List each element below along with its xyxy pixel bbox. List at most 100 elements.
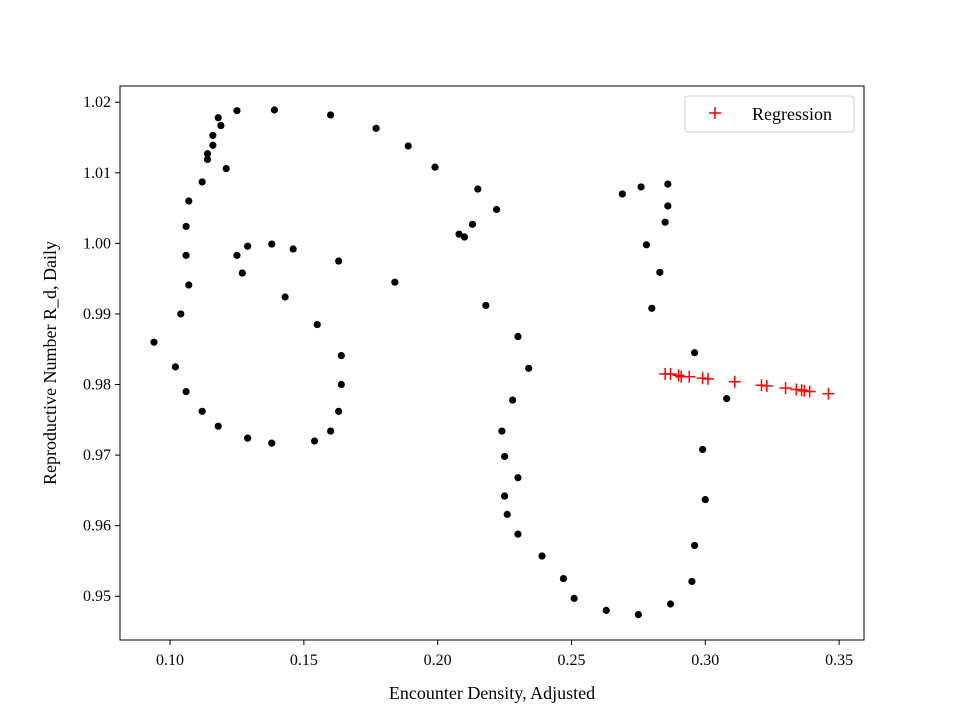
observed-point (171, 363, 179, 371)
observed-point (233, 107, 241, 115)
x-tick-label: 0.15 (290, 652, 318, 669)
observed-point (372, 124, 380, 132)
observed-point (642, 241, 651, 249)
y-axis: 0.95 0.96 0.97 0.98 0.99 1.00 1.01 1.02 (83, 94, 120, 605)
observed-point (217, 121, 225, 130)
observed-point (391, 278, 399, 286)
y-tick-label: 1.00 (83, 235, 111, 252)
observed-point (327, 427, 335, 435)
y-tick-label: 0.97 (83, 447, 111, 464)
observed-point (468, 220, 477, 228)
x-axis: 0.10 0.15 0.20 0.25 0.30 0.35 (156, 640, 853, 669)
observed-point (404, 142, 412, 150)
observed-point (185, 197, 193, 205)
observed-point (150, 338, 158, 346)
regression-point (822, 387, 835, 400)
observed-point (335, 257, 343, 265)
observed-point (503, 510, 511, 518)
regression-point (803, 385, 816, 398)
x-tick-label: 0.25 (557, 652, 585, 669)
regression-point (672, 369, 685, 382)
observed-point (525, 364, 533, 372)
observed-point (500, 452, 509, 461)
observed-point (656, 268, 664, 276)
observed-point (177, 310, 185, 318)
observed-point (482, 301, 490, 310)
observed-point (690, 349, 699, 357)
observed-point (244, 242, 252, 250)
observed-point (492, 205, 501, 214)
observed-point (648, 304, 656, 312)
x-tick-label: 0.10 (156, 652, 184, 669)
regression-point (728, 375, 741, 388)
observed-point (182, 251, 190, 259)
observed-point (337, 351, 345, 360)
observed-point (723, 395, 731, 403)
regression-point (779, 382, 792, 395)
y-tick-label: 0.99 (83, 306, 111, 323)
plot-frame (119, 85, 865, 641)
observed-point (337, 380, 345, 389)
y-axis-title: Reproductive Number R_d, Daily (40, 241, 60, 485)
observed-point (634, 610, 642, 619)
observed-point (222, 164, 230, 173)
observed-point (281, 293, 289, 301)
regression-point (664, 367, 677, 380)
observed-point (198, 178, 206, 186)
observed-point (203, 150, 212, 158)
observed-point (474, 185, 482, 193)
plot-area (120, 86, 864, 640)
observed-point (335, 407, 343, 415)
observed-point (244, 434, 252, 442)
observed-point (182, 387, 190, 396)
observed-point (214, 114, 222, 122)
observed-point (514, 474, 522, 482)
observed-point (666, 600, 675, 608)
x-tick-label: 0.30 (691, 652, 719, 669)
observed-point (270, 106, 279, 114)
observed-point (182, 222, 190, 231)
regression-point (701, 372, 714, 385)
legend-marker-regression (709, 107, 721, 119)
regression-point (683, 370, 696, 383)
observed-point (233, 251, 241, 259)
observed-point (514, 530, 522, 538)
y-tick-label: 1.02 (83, 94, 111, 111)
observed-point (185, 281, 193, 289)
y-tick-label: 1.01 (83, 165, 111, 182)
observed-point (509, 396, 517, 404)
observed-point (538, 552, 546, 560)
observed-point (664, 180, 672, 188)
observed-point (701, 495, 709, 504)
observed-point (664, 202, 672, 210)
observed-point (198, 407, 206, 415)
x-tick-label: 0.35 (825, 652, 853, 669)
observed-point (310, 437, 319, 445)
observed-point (431, 163, 439, 171)
observed-point (602, 606, 610, 614)
observed-point (268, 439, 276, 447)
observed-point (313, 320, 321, 329)
data-points (150, 106, 835, 619)
observed-point (268, 240, 276, 248)
observed-point (203, 155, 212, 163)
legend-label-regression: Regression (752, 104, 832, 124)
observed-point (559, 575, 568, 583)
legend-box (684, 95, 855, 133)
x-axis-title: Encounter Density, Adjusted (389, 683, 595, 703)
observed-point (690, 541, 699, 550)
observed-point (455, 230, 463, 238)
observed-point (214, 422, 222, 430)
observed-point (498, 427, 506, 435)
observed-point (327, 111, 335, 119)
regression-point (760, 379, 773, 392)
observed-point (289, 245, 297, 253)
observed-point (699, 445, 707, 454)
observed-point (514, 332, 522, 341)
y-tick-label: 0.95 (83, 588, 111, 605)
observed-point (500, 492, 509, 500)
legend: Regression (684, 95, 855, 133)
observed-point (618, 190, 626, 198)
y-tick-label: 0.98 (83, 377, 111, 394)
